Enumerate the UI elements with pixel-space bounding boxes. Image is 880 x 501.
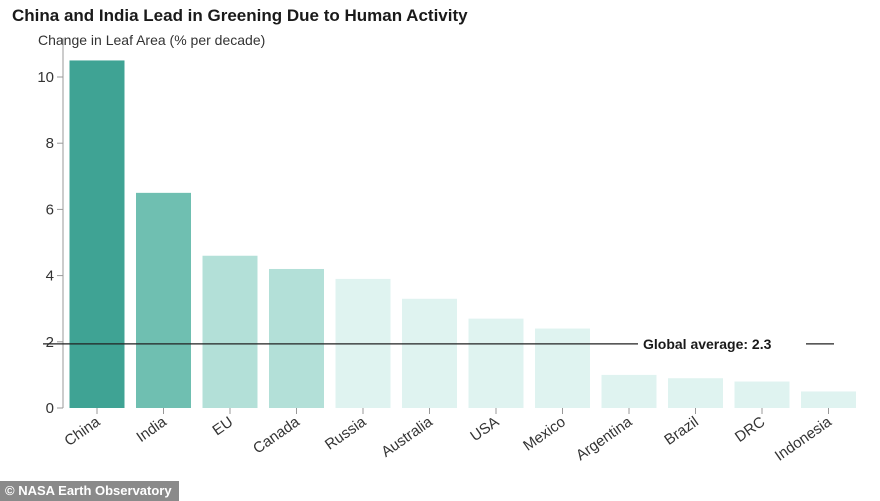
bar-usa <box>468 318 524 408</box>
y-tick-label-10: 10 <box>37 69 54 86</box>
x-tick-label-mexico: Mexico <box>520 413 569 454</box>
x-tick-label-russia: Russia <box>322 413 370 454</box>
bar-india <box>136 192 191 408</box>
bar-drc <box>734 381 790 408</box>
x-tick-label-drc: DRC <box>732 413 769 446</box>
y-tick-label-6: 6 <box>46 201 54 218</box>
global-average-label: Global average: 2.3 <box>643 336 772 352</box>
x-tick-label-india: India <box>133 413 170 446</box>
credit-badge: © NASA Earth Observatory <box>0 481 179 501</box>
x-tick-label-usa: USA <box>467 413 502 445</box>
bar-eu <box>202 255 258 408</box>
bar-australia <box>402 298 457 408</box>
bar-canada <box>269 268 324 408</box>
bar-china <box>69 60 125 408</box>
y-tick-label-8: 8 <box>46 135 54 152</box>
x-tick-label-brazil: Brazil <box>661 413 701 448</box>
x-tick-label-australia: Australia <box>378 413 436 461</box>
bar-brazil <box>668 378 723 408</box>
x-tick-label-indonesia: Indonesia <box>772 413 836 465</box>
bar-mexico <box>535 328 590 408</box>
x-tick-label-canada: Canada <box>250 413 303 457</box>
bar-argentina <box>601 374 657 408</box>
chart-title: China and India Lead in Greening Due to … <box>12 6 468 25</box>
y-tick-label-4: 4 <box>46 268 54 285</box>
bar-indonesia <box>801 391 856 408</box>
x-tick-label-argentina: Argentina <box>573 413 636 464</box>
x-tick-label-eu: EU <box>209 413 236 439</box>
y-tick-label-0: 0 <box>46 400 54 417</box>
y-tick-label-2: 2 <box>46 334 54 351</box>
chart-subtitle: Change in Leaf Area (% per decade) <box>38 32 266 48</box>
x-tick-label-china: China <box>61 413 103 450</box>
